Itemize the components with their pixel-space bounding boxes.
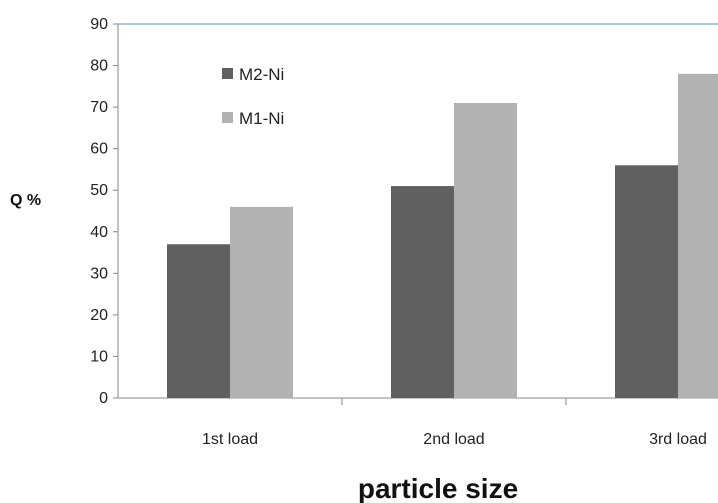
bars-group — [167, 73, 718, 398]
legend-label-m1-ni: M1-Ni — [239, 109, 284, 128]
y-tick-label: 40 — [90, 224, 108, 241]
bar-m1-ni-2nd-load — [454, 102, 517, 398]
x-axis-title: particle size — [358, 473, 518, 503]
y-tick-label: 60 — [90, 141, 108, 158]
y-tick-label: 90 — [90, 16, 108, 33]
bar-m2-ni-2nd-load — [391, 186, 454, 398]
legend: M2-Ni M1-Ni — [222, 65, 284, 128]
y-tick-label: 30 — [90, 265, 108, 282]
y-axis-title: Q % — [10, 192, 41, 209]
legend-label-m2-ni: M2-Ni — [239, 65, 284, 84]
y-tick-label: 20 — [90, 307, 108, 324]
bar-m1-ni-3rd-load — [678, 73, 718, 398]
bar-m2-ni-1st-load — [167, 244, 230, 398]
legend-swatch-m2-ni — [222, 68, 233, 79]
y-tick-label: 80 — [90, 58, 108, 75]
x-tick-label: 3rd load — [649, 431, 707, 448]
y-tick-label: 10 — [90, 348, 108, 365]
x-tick-label: 2nd load — [423, 431, 484, 448]
x-tick-label: 1st load — [202, 431, 258, 448]
y-axis-ticks: 0 10 20 30 40 50 60 70 80 90 — [90, 16, 118, 407]
bar-m1-ni-1st-load — [230, 206, 293, 398]
x-axis-ticks: 1st load 2nd load 3rd load — [202, 398, 707, 448]
bar-m2-ni-3rd-load — [615, 165, 678, 398]
y-tick-label: 50 — [90, 182, 108, 199]
y-tick-label: 70 — [90, 99, 108, 116]
legend-swatch-m1-ni — [222, 112, 233, 123]
y-tick-label: 0 — [99, 390, 108, 407]
